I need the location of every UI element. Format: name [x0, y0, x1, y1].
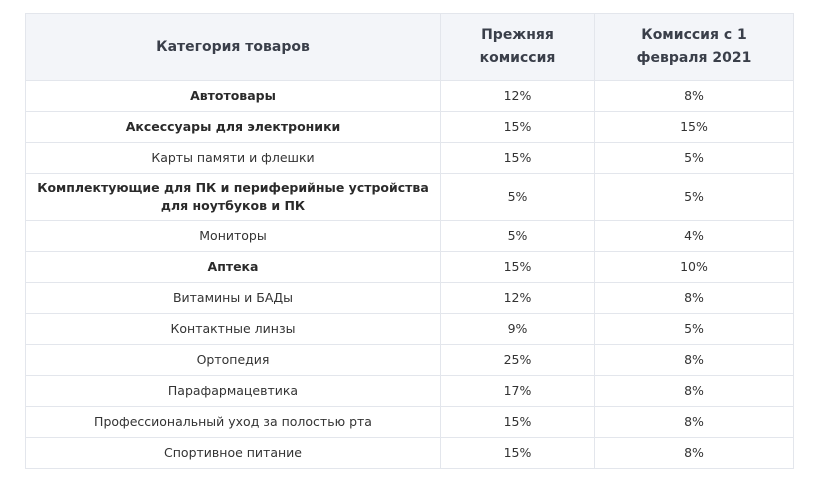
- table-row: Витамины и БАДы 12% 8%: [25, 282, 794, 314]
- new-commission-cell: 15%: [594, 111, 794, 143]
- old-commission-cell: 17%: [440, 375, 595, 407]
- new-commission-cell: 8%: [594, 80, 794, 112]
- category-cell: Аксессуары для электроники: [25, 111, 441, 143]
- new-commission-cell: 10%: [594, 251, 794, 283]
- old-commission-cell: 15%: [440, 406, 595, 438]
- header-category: Категория товаров: [25, 13, 441, 81]
- table-row: Аксессуары для электроники 15% 15%: [25, 111, 794, 143]
- header-new-commission: Комиссия с 1 февраля 2021: [594, 13, 794, 81]
- category-cell: Комплектующие для ПК и периферийные устр…: [25, 173, 441, 221]
- old-commission-cell: 15%: [440, 111, 595, 143]
- old-commission-cell: 25%: [440, 344, 595, 376]
- new-commission-cell: 5%: [594, 173, 794, 221]
- category-cell: Карты памяти и флешки: [25, 142, 441, 174]
- table-row: Мониторы 5% 4%: [25, 220, 794, 252]
- commission-table: Категория товаров Прежняя комиссия Комис…: [25, 13, 794, 469]
- category-cell: Аптека: [25, 251, 441, 283]
- table-row: Парафармацевтика 17% 8%: [25, 375, 794, 407]
- table-row: Карты памяти и флешки 15% 5%: [25, 142, 794, 174]
- new-commission-cell: 5%: [594, 142, 794, 174]
- header-old-commission: Прежняя комиссия: [440, 13, 595, 81]
- table-row: Спортивное питание 15% 8%: [25, 437, 794, 469]
- old-commission-cell: 15%: [440, 437, 595, 469]
- category-cell: Профессиональный уход за полостью рта: [25, 406, 441, 438]
- new-commission-cell: 8%: [594, 406, 794, 438]
- new-commission-cell: 5%: [594, 313, 794, 345]
- category-cell: Автотовары: [25, 80, 441, 112]
- table-row: Ортопедия 25% 8%: [25, 344, 794, 376]
- old-commission-cell: 12%: [440, 80, 595, 112]
- new-commission-cell: 4%: [594, 220, 794, 252]
- table-row: Контактные линзы 9% 5%: [25, 313, 794, 345]
- commission-table-container: Категория товаров Прежняя комиссия Комис…: [25, 13, 794, 469]
- category-cell: Спортивное питание: [25, 437, 441, 469]
- table-row: Комплектующие для ПК и периферийные устр…: [25, 173, 794, 221]
- new-commission-cell: 8%: [594, 437, 794, 469]
- old-commission-cell: 5%: [440, 173, 595, 221]
- table-row: Автотовары 12% 8%: [25, 80, 794, 112]
- category-cell: Ортопедия: [25, 344, 441, 376]
- new-commission-cell: 8%: [594, 344, 794, 376]
- table-row: Профессиональный уход за полостью рта 15…: [25, 406, 794, 438]
- table-row: Аптека 15% 10%: [25, 251, 794, 283]
- new-commission-cell: 8%: [594, 375, 794, 407]
- category-cell: Витамины и БАДы: [25, 282, 441, 314]
- old-commission-cell: 15%: [440, 142, 595, 174]
- old-commission-cell: 15%: [440, 251, 595, 283]
- old-commission-cell: 12%: [440, 282, 595, 314]
- category-cell: Мониторы: [25, 220, 441, 252]
- category-cell: Контактные линзы: [25, 313, 441, 345]
- old-commission-cell: 9%: [440, 313, 595, 345]
- table-header-row: Категория товаров Прежняя комиссия Комис…: [25, 13, 794, 81]
- category-cell: Парафармацевтика: [25, 375, 441, 407]
- new-commission-cell: 8%: [594, 282, 794, 314]
- old-commission-cell: 5%: [440, 220, 595, 252]
